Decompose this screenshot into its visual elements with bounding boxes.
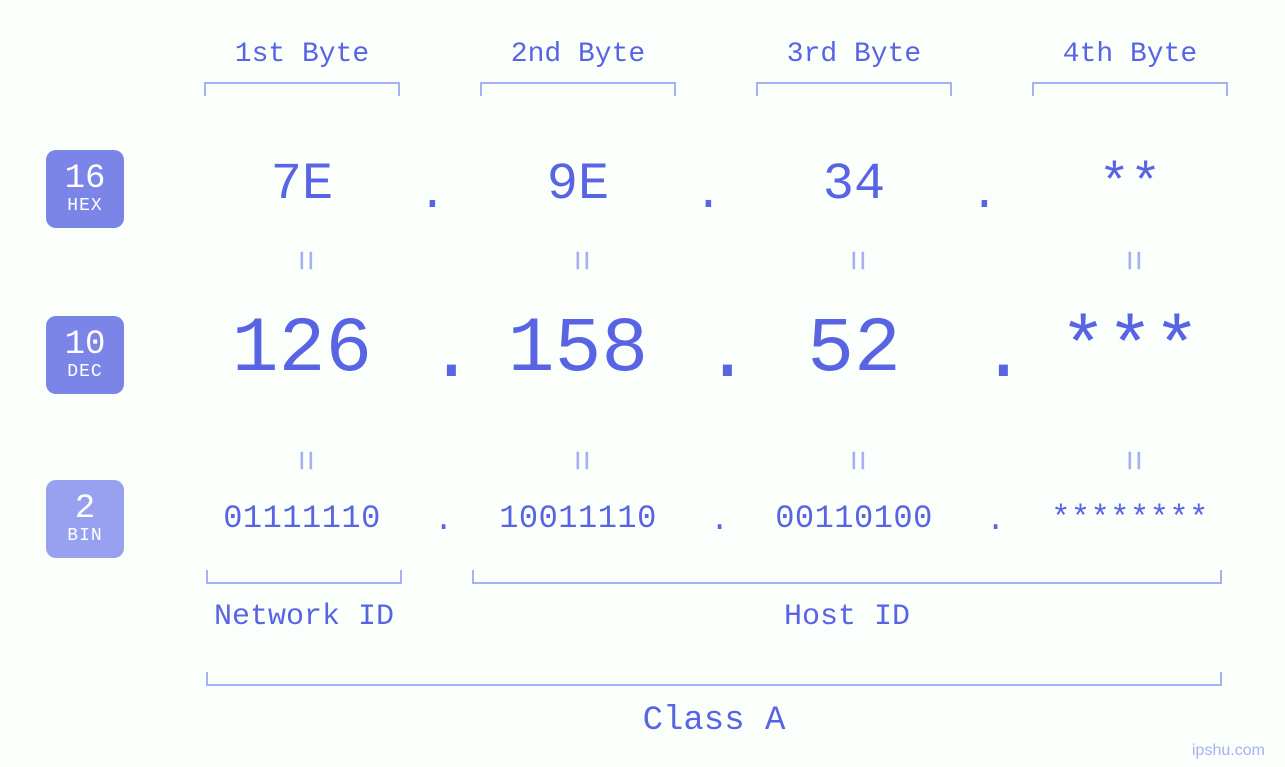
eq-hexdec-4: = [1111,250,1152,272]
byte-label-4: 4th Byte [1030,39,1230,70]
base-num-hex: 16 [65,162,106,198]
hex-dot-1: . [418,168,447,222]
label-host-id: Host ID [472,600,1222,634]
dec-byte-4: *** [1005,306,1255,394]
hex-dot-3: . [970,168,999,222]
byte-label-3: 3rd Byte [754,39,954,70]
base-name-bin: BIN [67,527,102,546]
dec-dot-3: . [980,312,1027,400]
eq-hexdec-2: = [559,250,600,272]
eq-decbin-3: = [835,450,876,472]
bracket-network-id [206,570,402,584]
watermark: ipshu.com [1192,742,1265,760]
eq-decbin-4: = [1111,450,1152,472]
base-badge-bin: 2 BIN [46,480,124,558]
dec-byte-1: 126 [177,306,427,394]
base-badge-dec: 10 DEC [46,316,124,394]
dec-byte-2: 158 [453,306,703,394]
hex-byte-3: 34 [744,155,964,214]
base-name-hex: HEX [67,197,102,216]
label-class: Class A [206,702,1222,740]
base-name-dec: DEC [67,363,102,382]
bin-byte-3: 00110100 [734,500,974,537]
dec-byte-3: 52 [729,306,979,394]
hex-byte-2: 9E [468,155,688,214]
byte-label-2: 2nd Byte [478,39,678,70]
byte-label-1: 1st Byte [202,39,402,70]
bin-dot-3: . [986,502,1005,539]
bracket-byte-3 [756,82,952,96]
hex-byte-1: 7E [192,155,412,214]
eq-decbin-1: = [283,450,324,472]
base-badge-hex: 16 HEX [46,150,124,228]
bin-byte-2: 10011110 [458,500,698,537]
bracket-byte-2 [480,82,676,96]
base-num-dec: 10 [65,328,106,364]
bin-byte-1: 01111110 [182,500,422,537]
eq-hexdec-3: = [835,250,876,272]
ip-address-diagram: 1st Byte 2nd Byte 3rd Byte 4th Byte 16 H… [0,0,1285,767]
eq-decbin-2: = [559,450,600,472]
bin-dot-1: . [434,502,453,539]
eq-hexdec-1: = [283,250,324,272]
label-network-id: Network ID [206,600,402,634]
hex-byte-4: ** [1020,155,1240,214]
bracket-host-id [472,570,1222,584]
bracket-byte-1 [204,82,400,96]
dec-dot-1: . [428,312,475,400]
hex-dot-2: . [694,168,723,222]
base-num-bin: 2 [75,492,95,528]
bin-dot-2: . [710,502,729,539]
bracket-class [206,672,1222,686]
bracket-byte-4 [1032,82,1228,96]
bin-byte-4: ******** [1010,500,1250,537]
dec-dot-2: . [704,312,751,400]
